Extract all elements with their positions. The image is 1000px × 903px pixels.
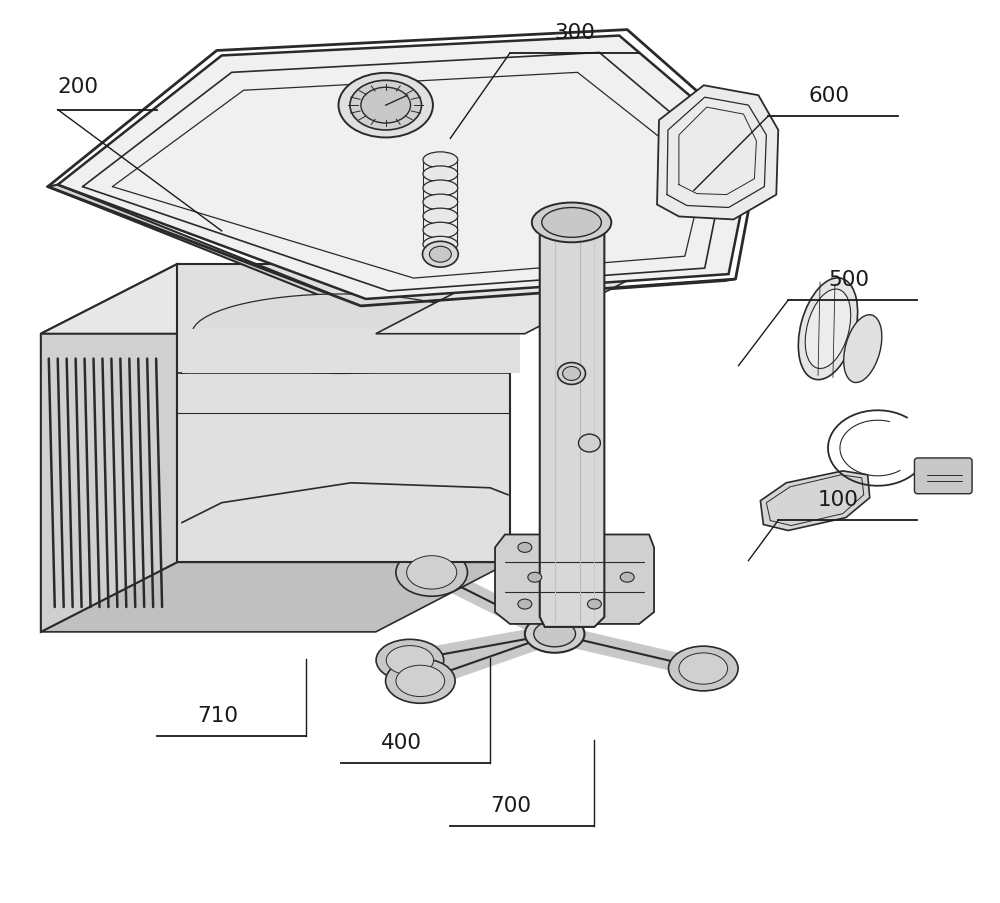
Ellipse shape xyxy=(407,556,457,590)
Ellipse shape xyxy=(518,600,532,610)
Ellipse shape xyxy=(565,563,606,590)
Polygon shape xyxy=(41,265,510,334)
Ellipse shape xyxy=(528,573,542,582)
Text: 300: 300 xyxy=(555,23,596,43)
Text: 400: 400 xyxy=(381,732,422,752)
Polygon shape xyxy=(177,265,510,563)
Polygon shape xyxy=(351,280,736,309)
Ellipse shape xyxy=(422,242,458,268)
Ellipse shape xyxy=(423,209,458,225)
Ellipse shape xyxy=(563,368,581,381)
Polygon shape xyxy=(510,205,659,265)
Ellipse shape xyxy=(844,315,882,383)
Polygon shape xyxy=(495,535,654,624)
Polygon shape xyxy=(376,265,659,334)
Ellipse shape xyxy=(579,434,600,452)
Polygon shape xyxy=(41,563,510,632)
Ellipse shape xyxy=(338,74,433,138)
Polygon shape xyxy=(58,36,753,300)
Polygon shape xyxy=(657,86,778,220)
Ellipse shape xyxy=(556,558,615,595)
Ellipse shape xyxy=(620,573,634,582)
Polygon shape xyxy=(41,265,177,632)
Ellipse shape xyxy=(423,181,458,197)
Ellipse shape xyxy=(423,167,458,182)
Text: 710: 710 xyxy=(197,705,238,725)
Ellipse shape xyxy=(518,543,532,553)
Polygon shape xyxy=(760,471,870,531)
Polygon shape xyxy=(48,185,361,309)
Ellipse shape xyxy=(558,363,585,385)
FancyBboxPatch shape xyxy=(914,459,972,494)
Ellipse shape xyxy=(423,237,458,253)
Ellipse shape xyxy=(679,653,728,684)
Ellipse shape xyxy=(350,81,421,131)
Ellipse shape xyxy=(376,639,444,682)
Text: 600: 600 xyxy=(808,86,849,106)
Polygon shape xyxy=(540,225,604,628)
Ellipse shape xyxy=(192,294,490,374)
Text: 100: 100 xyxy=(818,489,859,510)
Ellipse shape xyxy=(423,195,458,210)
Ellipse shape xyxy=(587,600,601,610)
Text: 500: 500 xyxy=(828,270,869,290)
Ellipse shape xyxy=(542,209,601,238)
Text: 200: 200 xyxy=(58,77,99,97)
Ellipse shape xyxy=(423,153,458,169)
Ellipse shape xyxy=(396,549,467,597)
Bar xyxy=(182,330,520,374)
Ellipse shape xyxy=(798,278,858,380)
Ellipse shape xyxy=(423,223,458,239)
Ellipse shape xyxy=(532,203,611,243)
Ellipse shape xyxy=(429,247,451,263)
Ellipse shape xyxy=(668,647,738,691)
Ellipse shape xyxy=(361,88,411,124)
Ellipse shape xyxy=(805,290,851,369)
Ellipse shape xyxy=(396,666,445,697)
Text: 700: 700 xyxy=(490,795,531,815)
Ellipse shape xyxy=(386,646,434,675)
Ellipse shape xyxy=(386,659,455,703)
Ellipse shape xyxy=(534,621,576,647)
Ellipse shape xyxy=(525,615,584,653)
